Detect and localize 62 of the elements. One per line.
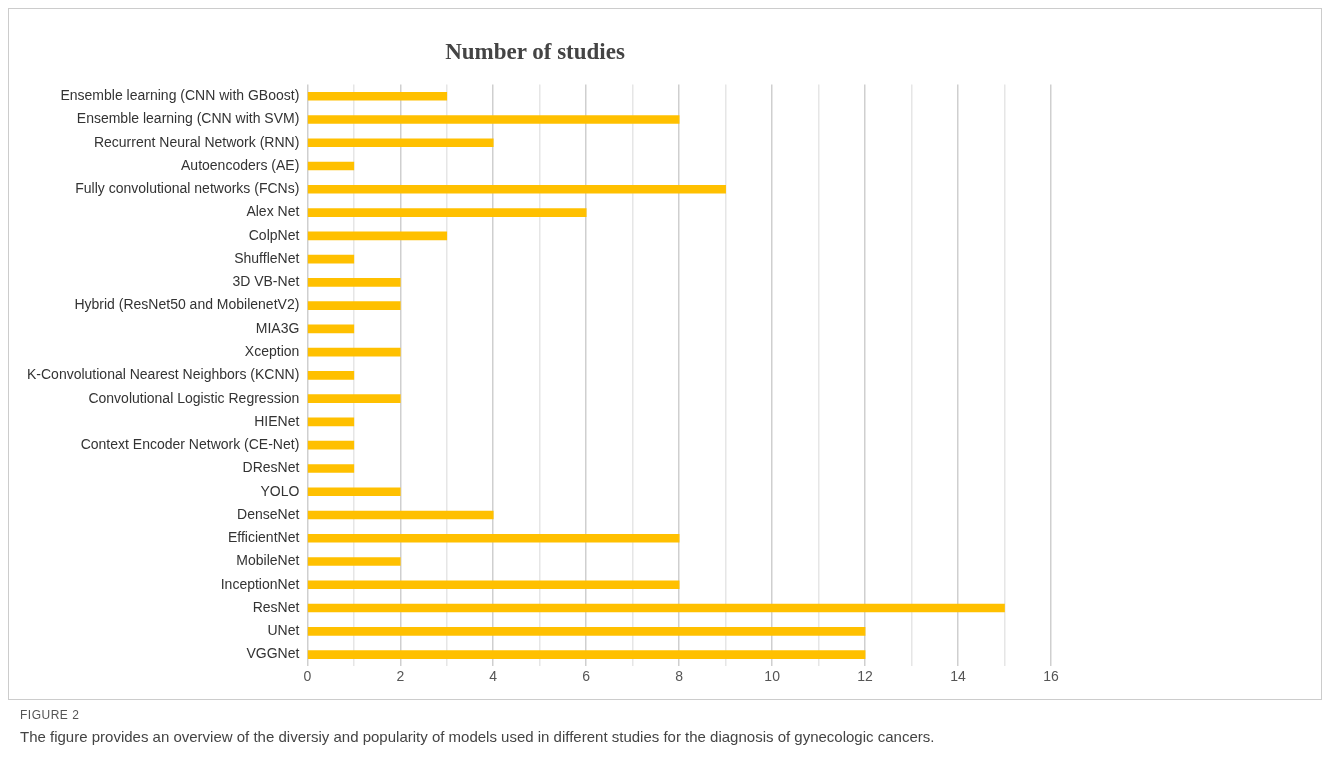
y-tick-label: UNet [267,622,300,639]
y-tick-label: YOLO [260,482,300,499]
bar [307,371,355,380]
y-tick-label: Ensemble learning (CNN with GBoost) [60,87,300,104]
bar [307,487,401,497]
bar [307,464,355,473]
bar [307,417,355,427]
bar [307,231,448,241]
x-tick-label: 8 [675,668,684,685]
y-tick-label: 3D VB-Net [232,273,300,290]
x-tick-label: 6 [582,668,591,685]
y-tick-label: DenseNet [237,505,300,522]
x-tick-label: 16 [1043,668,1059,685]
y-tick-label: InceptionNet [220,575,300,592]
bar [307,91,448,101]
bar [307,161,355,171]
bar [307,278,401,287]
x-tick-label: 0 [303,668,312,685]
bar [307,115,680,124]
bar [307,254,355,264]
y-tick-label: Context Encoder Network (CE-Net) [80,436,300,453]
x-tick-label: 12 [857,668,874,685]
y-tick-label: Recurrent Neural Network (RNN) [93,133,300,150]
y-tick-label: EfficientNet [227,529,300,546]
y-tick-label: ResNet [252,598,300,615]
y-tick-label: Fully convolutional networks (FCNs) [75,180,300,197]
chart-title: Number of studies [445,38,625,64]
y-tick-label: Autoencoders (AE) [181,156,300,173]
y-tick-label: MobileNet [236,552,300,569]
bar [307,626,866,636]
bar [307,580,680,590]
y-tick-label: HIENet [254,412,300,429]
bar [307,557,401,566]
y-tick-label: Convolutional Logistic Regression [88,389,300,406]
bar [307,208,587,217]
x-tick-label: 14 [950,668,967,685]
bar [307,510,494,520]
y-tick-label: Ensemble learning (CNN with SVM) [76,110,300,127]
bar [307,347,401,357]
y-tick-label: Hybrid (ResNet50 and MobilenetV2) [74,296,300,313]
bar [307,324,355,334]
y-tick-label: K-Convolutional Nearest Neighbors (KCNN) [26,366,300,383]
y-tick-label: MIA3G [255,319,300,336]
y-tick-label: VGGNet [246,645,300,662]
y-tick-label: ShuffleNet [234,249,300,266]
bar [307,440,355,450]
bar [307,533,680,543]
x-tick-label: 10 [764,668,781,685]
x-tick-label: 2 [396,668,405,685]
bar [307,138,494,148]
bar [307,184,726,194]
text: The figure provides an overview of the diversiy and popularity of models used in different studies for the diagnosis of gynecologic cancers. [20,728,936,745]
caption: FIGURE 2 [20,708,81,722]
bar [307,603,1005,613]
x-tick-label: 4 [489,668,498,685]
y-tick-label: ColpNet [248,226,300,243]
y-tick-label: Alex Net [246,203,300,220]
bar [307,301,401,310]
y-tick-label: Xception [244,343,300,359]
y-tick-label: DResNet [242,459,300,476]
bar [307,394,401,403]
bar [307,650,866,659]
